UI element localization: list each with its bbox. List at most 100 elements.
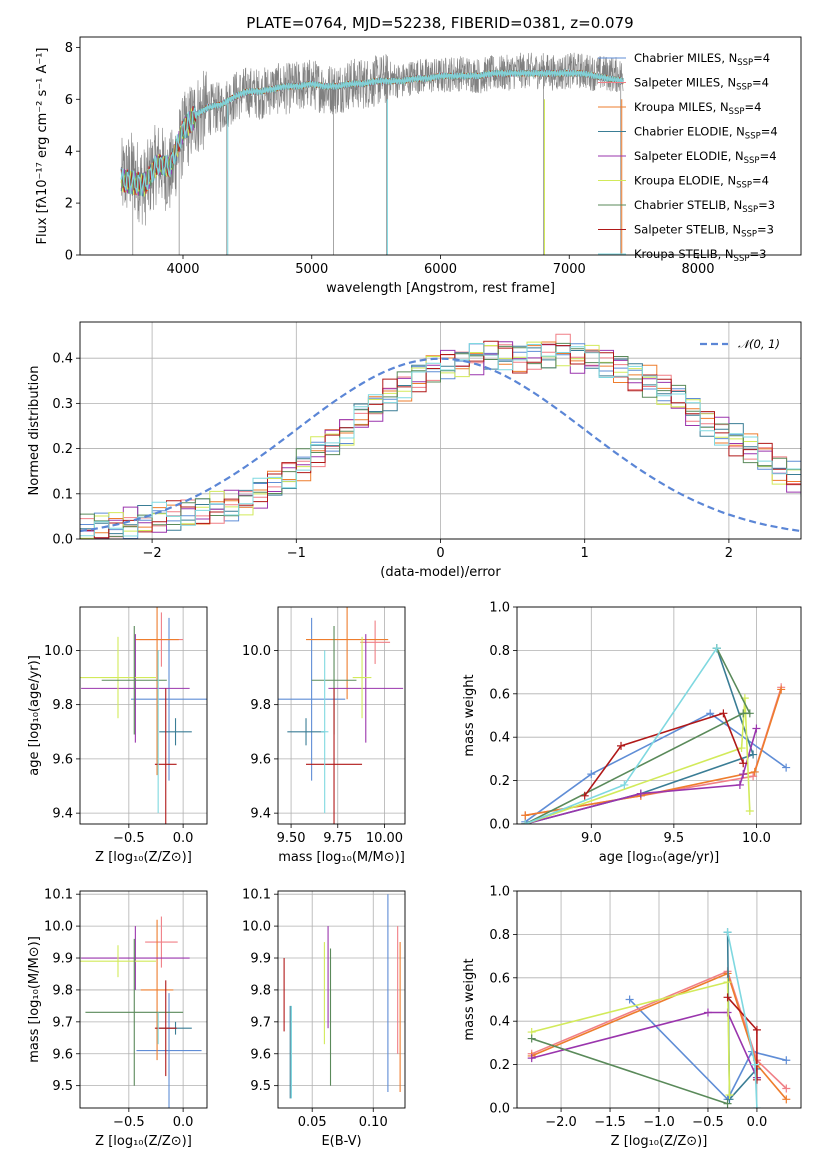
data-spectrum-line	[120, 52, 624, 226]
weight_vs_Z-ylabel: mass weight	[462, 958, 477, 1040]
weight-marker	[723, 928, 732, 937]
mass_vs_ebv-ytick-label: 9.5	[250, 1079, 271, 1094]
weight-marker	[527, 1034, 536, 1043]
residuals-ytick-label: 0.2	[52, 442, 73, 457]
legend-suffix: =3	[749, 247, 766, 261]
spectrum-xtick-label: 6000	[424, 262, 457, 277]
legend-sub: SSP	[744, 156, 760, 166]
age_vs_Z-ytick-label: 10.0	[44, 644, 73, 659]
residuals-xtick-label: −2	[143, 546, 162, 561]
residuals-axes	[76, 322, 801, 543]
weight-line-chabrier-miles	[629, 998, 787, 1101]
mass_vs_ebv-ytick-label: 10.1	[242, 888, 271, 903]
mass_vs_ebv-xtick-label: 0.10	[359, 1115, 388, 1130]
weight-marker	[706, 709, 715, 718]
mass_vs_ebv-xlabel: E(B-V)	[321, 1134, 361, 1149]
legend-entry: Kroupa ELODIE, NSSP=4	[634, 174, 769, 191]
mass_vs_Z-axes	[76, 891, 207, 1112]
residual-histograms	[80, 333, 801, 539]
age_vs_mass-xtick-label: 10.00	[366, 831, 403, 846]
residuals-ytick-label: 0.0	[52, 533, 73, 548]
spectrum-lines	[120, 52, 624, 255]
weight_vs_age-axes	[513, 606, 801, 828]
weight-line-kroupa-miles	[525, 689, 782, 817]
weight_vs_Z-ytick-label: 0.8	[489, 928, 510, 943]
weight_vs_Z-ytick-label: 0.0	[489, 1102, 510, 1117]
legend-entry: Salpeter MILES, NSSP=4	[634, 76, 769, 93]
residuals-ytick-label: 0.4	[52, 352, 73, 367]
weight-marker	[725, 1090, 734, 1099]
spectrum-axes	[76, 46, 699, 259]
age_vs_mass-ytick-label: 9.8	[250, 698, 271, 713]
weight_vs_age-ytick-label: 1.0	[489, 601, 510, 616]
weight_vs_Z-ytick-label: 0.2	[489, 1058, 510, 1073]
weight-marker	[723, 1099, 732, 1108]
spectrum-xtick-label: 4000	[166, 262, 199, 277]
mass_vs_Z-xtick-label: −0.5	[113, 1115, 145, 1130]
weight-marker	[782, 1095, 791, 1104]
model-line-kroupa-stelib	[120, 68, 624, 196]
legend-suffix: =4	[752, 76, 769, 90]
legend-sub: SSP	[745, 132, 761, 142]
legend-sub: SSP	[741, 230, 757, 240]
mass_vs_Z-ytick-label: 10.0	[44, 920, 73, 935]
weight_vs_Z-xtick-label: −1.5	[594, 1115, 626, 1130]
residuals-xtick-label: −1	[287, 546, 306, 561]
residuals-xtick-label: 1	[581, 546, 589, 561]
mass-vs-ebv-frame	[277, 890, 406, 1109]
age_vs_mass-xlabel: mass [log₁₀(M/M⊙)]	[278, 850, 405, 865]
mass_vs_ebv-ytick-label: 10.0	[242, 920, 271, 935]
mass_vs_Z-ytick-label: 9.8	[52, 983, 73, 998]
legend-suffix: =3	[758, 198, 775, 212]
spectrum-xtick-label: 5000	[295, 262, 328, 277]
weight-marker	[752, 724, 761, 733]
age_vs_Z-xlabel: Z [log₁₀(Z/Z⊙)]	[95, 850, 192, 865]
residuals-ytick-label: 0.1	[52, 487, 73, 502]
weight_vs_Z-frame	[516, 890, 802, 1109]
legend-sub: SSP	[742, 205, 758, 215]
legend-entry: Chabrier ELODIE, NSSP=4	[634, 125, 778, 142]
residuals-ylabel: Normed distribution	[27, 366, 42, 496]
age_vs_mass-xtick-label: 9.50	[277, 831, 306, 846]
weight_vs_age-xlabel: age [log₁₀(age/yr)]	[599, 850, 720, 865]
weight-marker	[777, 685, 786, 694]
residuals-xlabel: (data-model)/error	[380, 565, 501, 580]
mass_vs_Z-ytick-label: 10.1	[44, 888, 73, 903]
age_vs_mass-ytick-label: 10.0	[242, 644, 271, 659]
weight-line-kroupa-miles	[531, 972, 787, 1100]
spectrum-ytick-label: 6	[65, 93, 73, 108]
age_vs_mass-xtick-label: 9.75	[323, 831, 352, 846]
legend-label: Chabrier MILES, N	[634, 51, 737, 65]
legend-suffix: =4	[744, 100, 761, 114]
age_vs_Z-xtick-label: −0.5	[113, 831, 145, 846]
weight-marker	[737, 744, 746, 753]
mass_vs_ebv-ytick-label: 9.8	[250, 983, 271, 998]
legend-label: Chabrier ELODIE, N	[634, 125, 745, 139]
legend-suffix: =4	[753, 51, 770, 65]
histogram-salpeter-elodie	[80, 341, 801, 539]
legend-entry: Salpeter ELODIE, NSSP=4	[634, 149, 777, 166]
residuals-ytick-label: 0.3	[52, 397, 73, 412]
legend-entry: Chabrier STELIB, NSSP=3	[634, 198, 775, 215]
mass_vs_ebv-ytick-label: 9.6	[250, 1047, 271, 1062]
weight-line-salpeter-stelib	[584, 712, 744, 797]
mass_vs_Z-ylabel: mass [log₁₀(M/M⊙)]	[27, 936, 42, 1063]
spectrum-ylabel: Flux [fλ10⁻¹⁷ erg cm⁻² s⁻¹ A⁻¹]	[35, 48, 50, 245]
age_vs_Z-ytick-label: 9.6	[52, 752, 73, 767]
weight-marker	[625, 995, 634, 1004]
weight-line-kroupa-elodie	[525, 698, 751, 824]
normal-legend-label: 𝒩(0, 1)	[738, 337, 780, 351]
weight-marker	[739, 759, 748, 768]
weight-marker	[752, 1025, 761, 1034]
legend-label: Salpeter STELIB, N	[634, 223, 741, 237]
weight_vs_Z-ytick-label: 1.0	[489, 885, 510, 900]
residuals-xtick-label: 0	[436, 546, 444, 561]
weight_vs_age-ytick-label: 0.8	[489, 644, 510, 659]
spectrum-xtick-label: 7000	[553, 262, 586, 277]
mass_vs_Z-ytick-label: 9.5	[52, 1079, 73, 1094]
mass_vs_Z-ytick-label: 9.6	[52, 1047, 73, 1062]
weight_vs_age-xtick-label: 9.5	[664, 831, 685, 846]
spectrum-ytick-label: 8	[65, 41, 73, 56]
spectrum-xtick-label: 8000	[681, 262, 714, 277]
histogram-kroupa-miles	[80, 341, 801, 539]
